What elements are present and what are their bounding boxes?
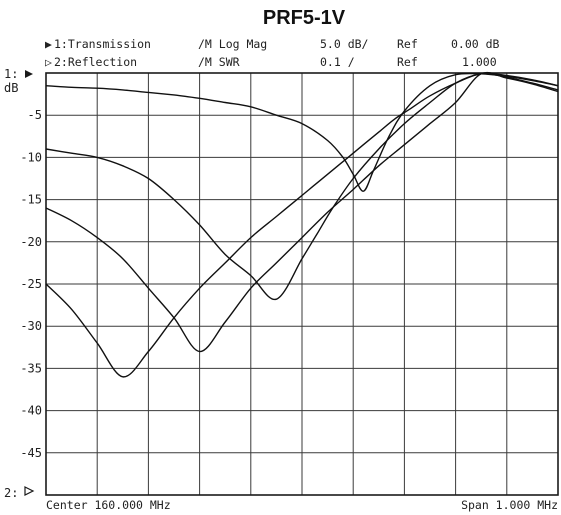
ch2-format: /M SWR	[198, 55, 240, 69]
ch1-format: /M Log Mag	[198, 37, 267, 51]
y-tick-label: -35	[20, 361, 42, 375]
ch2-label: 2:Reflection	[54, 55, 137, 69]
ch1-label: 1:Transmission	[54, 37, 151, 51]
span-frequency: Span 1.000 MHz	[461, 498, 558, 512]
ch2-ref-label: Ref	[397, 55, 418, 69]
chart-title: PRF5-1V	[263, 7, 346, 29]
y-tick-label: -20	[20, 235, 42, 249]
ch2-ref-marker-label: 2:	[4, 486, 18, 500]
y-tick-label: -25	[20, 277, 42, 291]
ch1-ref-label: Ref	[397, 37, 418, 51]
ch2-marker: ▷	[45, 55, 52, 69]
header-ch2: ▷ 2:Reflection /M SWR 0.1 / Ref 1.000	[45, 55, 497, 69]
traces	[45, 71, 559, 378]
y-tick-label: -10	[20, 150, 42, 164]
series-line	[45, 72, 559, 300]
header-ch1: ▶ 1:Transmission /M Log Mag 5.0 dB/ Ref …	[45, 37, 500, 51]
y-ticks: -5 -10 -15 -20 -25 -30 -35 -40 -45	[20, 108, 42, 460]
ch2-ref-arrow	[24, 486, 35, 496]
ch1-ref-arrow	[25, 70, 33, 78]
ch1-ref-value: 0.00 dB	[451, 37, 500, 51]
y-tick-label: -40	[20, 404, 42, 418]
y-tick-label: -15	[20, 193, 42, 207]
ch2-ref-value: 1.000	[462, 55, 497, 69]
center-frequency: Center 160.000 MHz	[46, 498, 171, 512]
y-tick-label: -30	[20, 319, 42, 333]
series-line	[45, 71, 559, 353]
grid	[46, 73, 558, 495]
series-line	[45, 72, 559, 192]
ch2-scale: 0.1 /	[320, 55, 355, 69]
y-tick-label: -45	[20, 446, 42, 460]
y-axis-unit: dB	[4, 81, 18, 95]
ch1-ref-marker-label: 1:	[4, 67, 18, 81]
y-tick-label: -5	[28, 108, 42, 122]
ch1-marker: ▶	[45, 37, 52, 51]
ch1-scale: 5.0 dB/	[320, 37, 369, 51]
